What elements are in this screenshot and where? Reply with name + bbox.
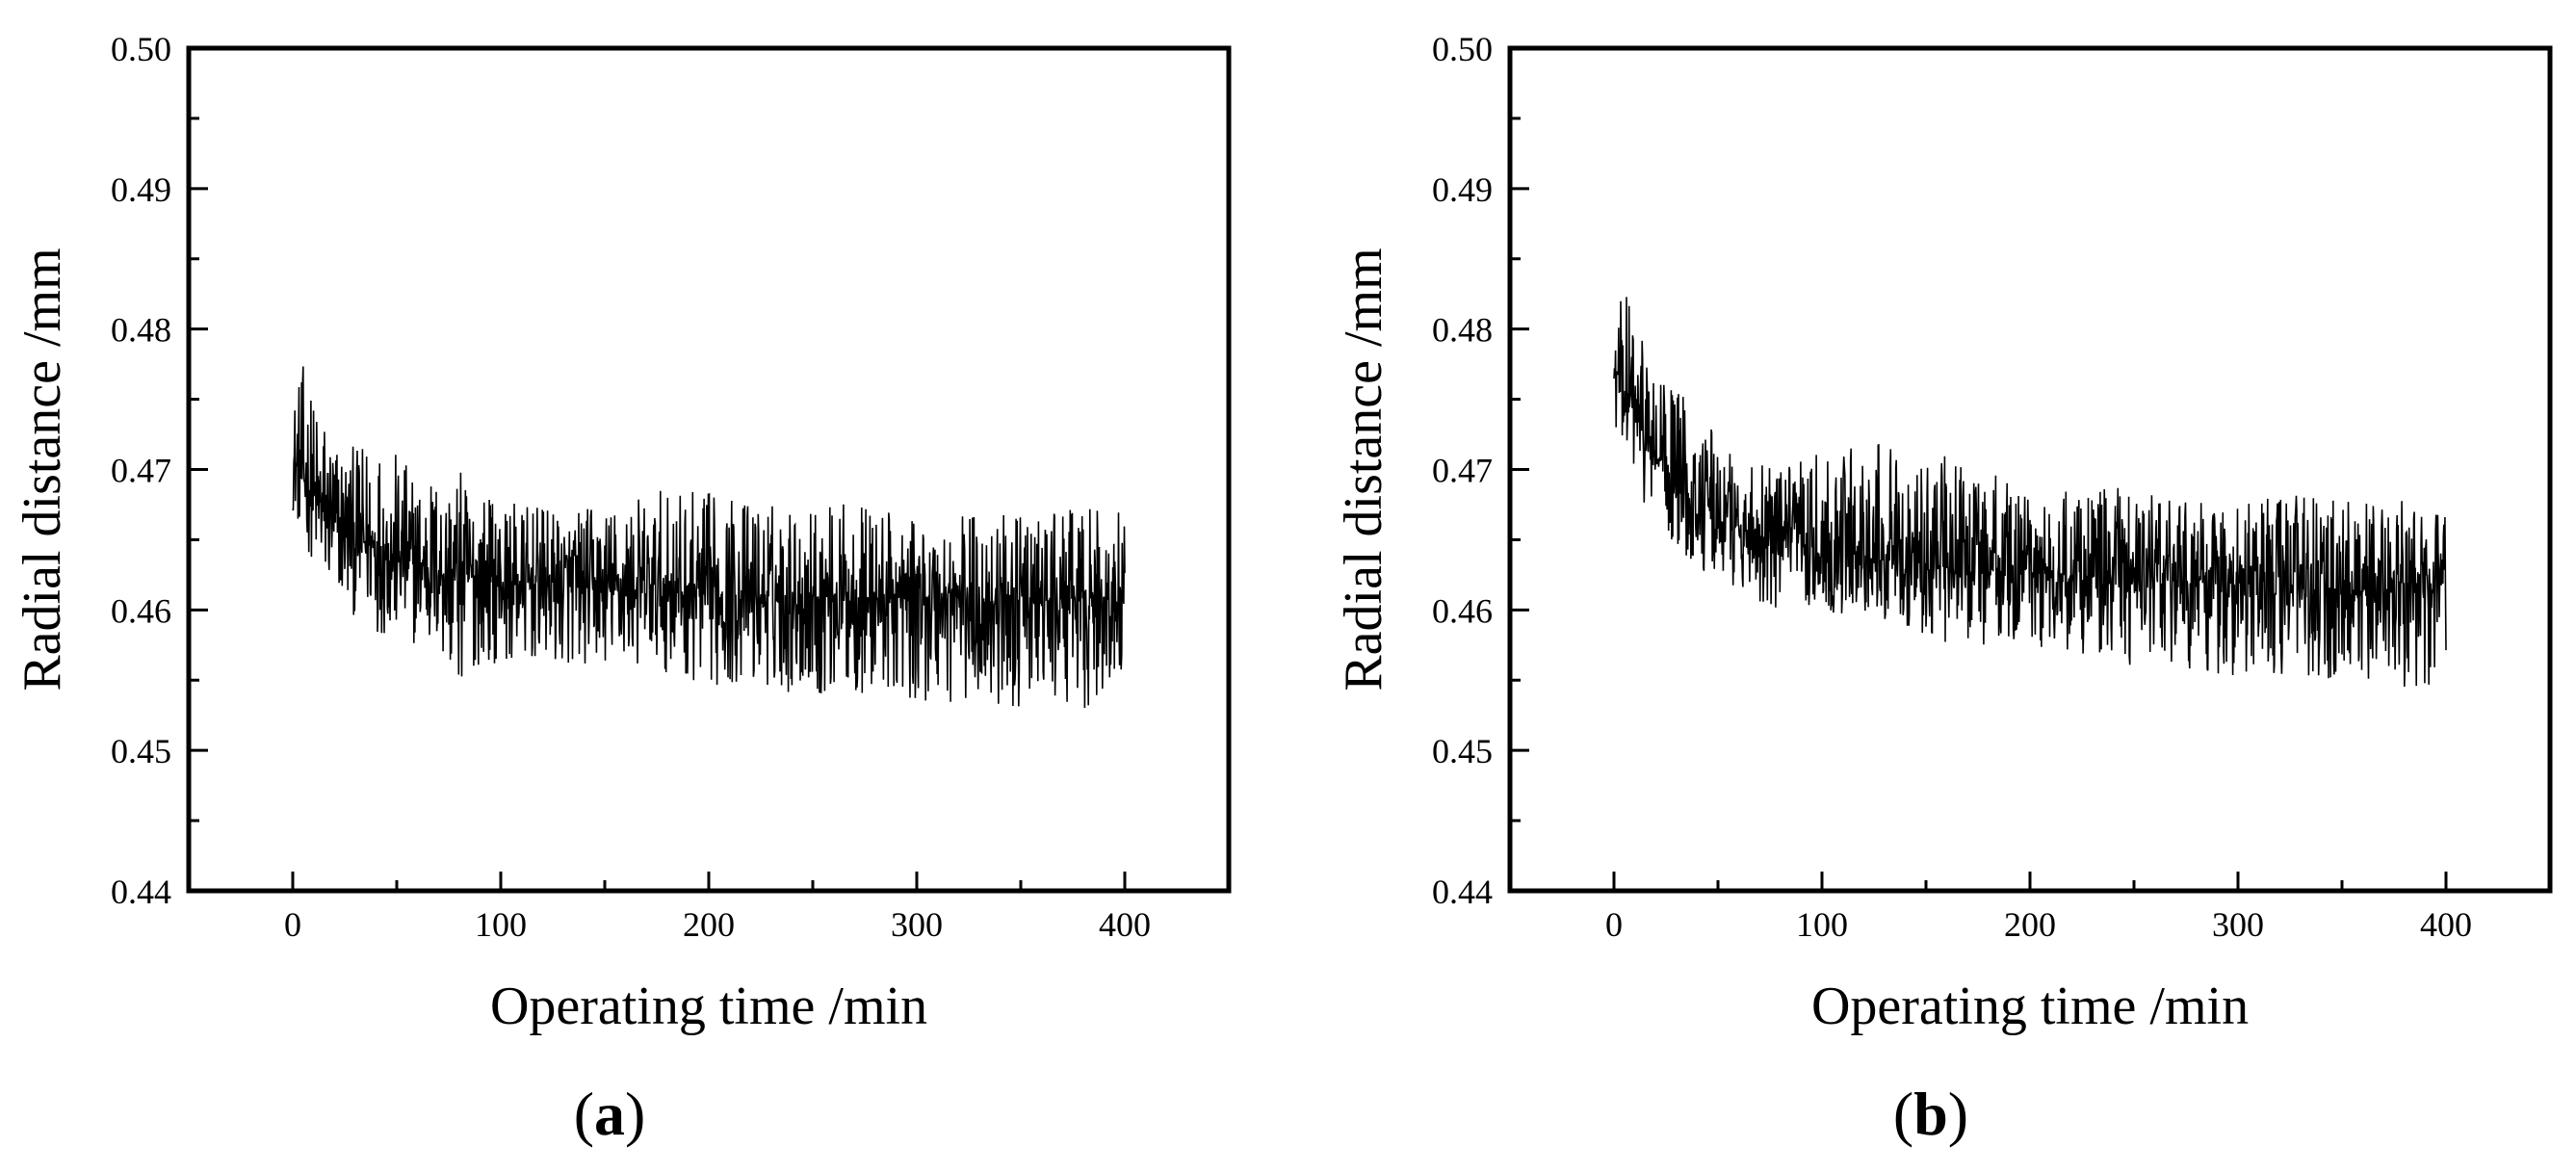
y-tick-label: 0.48 [1432,311,1493,350]
chart-panel-a: 0 100 200 300 400 0.440.450.460.470.480.490.… [13,30,1232,1148]
x-axis-b: 0 100 200 300 400 [1605,872,2472,944]
y-tick-label: 0.45 [111,732,171,770]
x-tick-label: 400 [1099,905,1151,944]
y-tick-label: 0.48 [111,311,171,350]
y-tick-label: 0.49 [111,170,171,209]
x-tick-label: 400 [2420,905,2472,944]
y-tick-label: 0.46 [111,591,171,630]
y-tick-label: 0.46 [1432,591,1493,630]
y-tick-label: 0.47 [111,452,171,490]
y-tick-label: 0.50 [1432,30,1493,68]
x-tick-label: 300 [2212,905,2264,944]
panel-label-b: (b) [1893,1080,1968,1148]
x-tick-label: 0 [284,905,301,944]
y-tick-label: 0.47 [1432,452,1493,490]
y-axis-b: 0.44 0.45 0.46 0.47 0.48 0.49 0.50 [1432,30,1529,911]
panel-label-a: (a) [574,1080,646,1148]
x-axis-label-b: Operating time /min [1811,977,2249,1036]
y-axis-label-a: Radial distance /mm [13,248,72,691]
chart-panel-b: 0 100 200 300 400 0.440.450.460.470.480.490.… [1334,30,2553,1148]
x-tick-label: 200 [683,905,735,944]
x-tick-label: 0 [1605,905,1623,944]
y-tick-label: 0.44 [1432,873,1493,911]
plot-frame-a [186,45,1232,894]
x-tick-label: 100 [1796,905,1848,944]
series-line [1613,297,2447,688]
y-axis-label-b: Radial distance /mm [1334,248,1393,691]
y-tick-label: 0.45 [1432,732,1493,770]
series-layer-b [1613,297,2447,688]
x-axis-a: 0 100 200 300 400 [284,872,1151,944]
x-tick-label: 100 [475,905,527,944]
y-axis-a: 0.44 0.45 0.46 0.47 0.48 0.49 0.50 [111,30,208,911]
y-tick-label: 0.44 [111,873,171,911]
x-tick-label: 300 [891,905,943,944]
x-tick-label: 200 [2004,905,2056,944]
series-line [292,366,1126,709]
x-axis-label-a: Operating time /min [490,977,927,1036]
y-tick-label: 0.50 [111,30,171,68]
y-tick-label: 0.49 [1432,170,1493,209]
series-layer-a [292,366,1126,709]
